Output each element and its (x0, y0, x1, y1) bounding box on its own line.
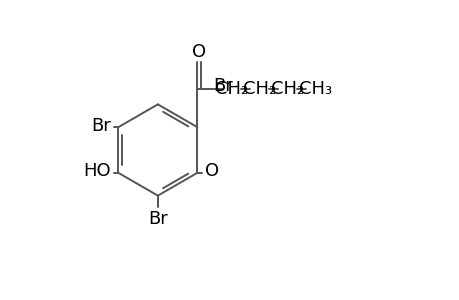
Text: Br: Br (91, 117, 111, 135)
Text: CH₂: CH₂ (270, 80, 303, 98)
Text: HO: HO (83, 162, 111, 180)
Text: CH₂: CH₂ (214, 80, 247, 98)
Text: O: O (204, 162, 218, 180)
Text: O: O (192, 43, 206, 61)
Text: Br: Br (148, 210, 168, 228)
Text: CH₂: CH₂ (242, 80, 275, 98)
Text: CH₃: CH₃ (298, 80, 331, 98)
Text: Br: Br (213, 77, 233, 95)
